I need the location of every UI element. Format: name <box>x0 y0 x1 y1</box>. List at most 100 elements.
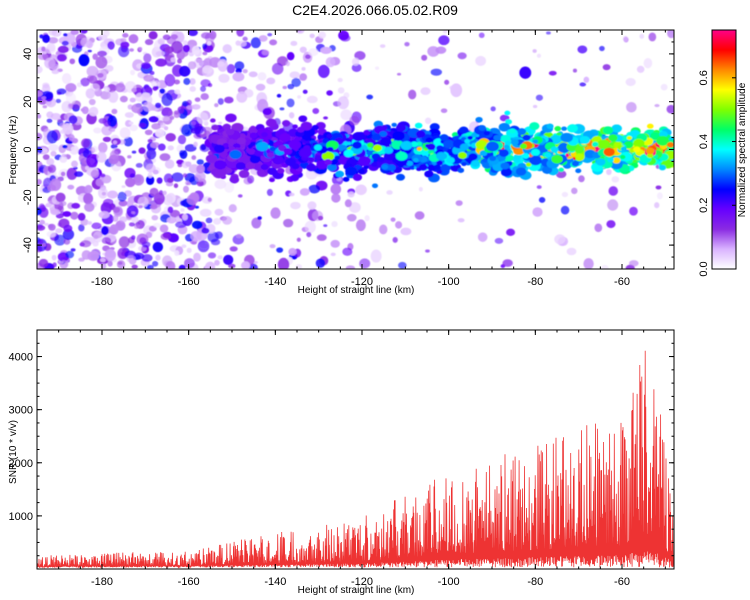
spectrogram-speckle <box>194 126 204 134</box>
snr-y-tick-label: 3000 <box>9 405 33 417</box>
spectrogram-speckle <box>340 109 352 121</box>
spectrogram-speckle <box>87 221 93 225</box>
spectrogram-speckle <box>583 76 590 83</box>
spectrogram-speckle <box>283 218 294 228</box>
spectrogram-band-blob <box>312 124 319 131</box>
spectrogram-band-blob <box>595 158 606 166</box>
spectrogram-speckle <box>639 33 645 39</box>
spectrogram-speckle <box>190 230 202 242</box>
spectrogram-band-blob <box>656 135 670 146</box>
spectrogram-speckle <box>191 104 201 110</box>
spectrogram-speckle <box>131 235 136 240</box>
spectrogram-band-blob <box>335 170 344 178</box>
spectrogram-speckle <box>37 113 42 119</box>
spectrogram-speckle <box>194 97 201 102</box>
spectrogram-band-blob <box>646 123 654 129</box>
spectrogram-speckle <box>177 106 185 114</box>
colorbar-tick-label: 0.6 <box>698 70 710 85</box>
spectrogram-speckle <box>626 101 637 113</box>
spectrogram-x-ticks: -180 -160 -140 -120 -100 -80 -60 <box>36 30 666 288</box>
spectrogram-band-blob <box>352 173 363 181</box>
spectrogram-speckle <box>398 261 407 269</box>
spectrogram-band-blob <box>470 160 480 167</box>
spectrogram-speckle <box>257 72 267 81</box>
spectrogram-speckle <box>182 40 188 46</box>
spectrogram-speckle <box>77 212 86 221</box>
spectrogram-band-blob <box>409 165 416 170</box>
spectrogram-speckle <box>425 249 430 253</box>
spectrogram-speckle <box>201 227 210 234</box>
spectrogram-speckle <box>420 87 431 95</box>
spectrogram-band-blob <box>607 157 614 163</box>
spectrogram-speckle <box>174 89 181 95</box>
spectrogram-speckle <box>325 56 336 68</box>
spectrogram-band-blob <box>440 164 451 172</box>
spectrogram-speckle <box>494 237 504 244</box>
spectrogram-speckle <box>56 88 67 95</box>
spectrogram-speckle <box>99 173 106 178</box>
spectrogram-speckle <box>57 45 69 54</box>
spectrogram-speckle <box>63 33 68 37</box>
spectrogram-band-blob <box>261 132 268 138</box>
spectrogram-speckle <box>152 86 158 91</box>
spectrogram-speckle <box>37 146 43 154</box>
spectrogram-band-blob <box>352 132 365 142</box>
spectrogram-speckle <box>622 35 629 42</box>
spectrogram-speckle <box>150 141 160 149</box>
spectrogram-speckle <box>81 138 91 148</box>
spectrogram-band-blob <box>620 146 628 152</box>
spectrogram-speckle <box>430 68 443 76</box>
spectrogram-speckle <box>247 175 255 184</box>
spectrogram-speckle <box>191 45 200 55</box>
spectrogram-speckle <box>317 215 324 221</box>
spectrogram-speckle <box>78 224 85 232</box>
spectrogram-band-blob <box>602 126 614 135</box>
spectrogram-speckle <box>648 32 657 42</box>
spectrogram-band-blob <box>459 143 469 151</box>
spectrogram-speckle <box>129 48 134 52</box>
spectrogram-band-blob <box>358 156 371 166</box>
spectrogram-speckle <box>138 122 147 128</box>
spectrogram-speckle <box>267 33 273 37</box>
spectrogram-speckle <box>144 38 154 46</box>
spectrogram-speckle <box>546 31 551 35</box>
colorbar-gradient <box>711 29 737 270</box>
spectrogram-speckle <box>305 54 311 60</box>
spectrogram-speckle <box>42 105 48 109</box>
spectrogram-speckle <box>317 64 330 78</box>
spectrogram-speckle <box>306 95 318 104</box>
spectrogram-band-blob <box>395 151 408 161</box>
spectrogram-x-tick-label: -120 <box>351 276 373 288</box>
spectrogram-band-blob <box>532 139 539 144</box>
spectrogram-band-blob <box>326 133 333 139</box>
spectrogram-speckle <box>50 150 57 157</box>
spectrogram-band-blob <box>334 155 341 161</box>
spectrogram-speckle <box>180 208 185 212</box>
spectrogram-band-blob <box>213 144 225 153</box>
spectrogram-band-blob <box>380 137 392 147</box>
spectrogram-speckle <box>38 239 44 245</box>
spectrogram-speckle <box>139 237 147 244</box>
spectrogram-speckle <box>197 111 209 124</box>
spectrogram-band-blob <box>381 164 389 170</box>
spectrogram-speckle <box>577 45 588 54</box>
spectrogram-band-blob <box>324 158 333 166</box>
spectrogram-band-blob <box>387 164 396 171</box>
spectrogram-band-blob <box>561 126 567 131</box>
spectrogram-speckle <box>165 261 176 269</box>
spectrogram-speckle <box>86 153 98 168</box>
spectrogram-speckle <box>183 185 189 193</box>
spectrogram-speckle <box>100 202 112 214</box>
spectrogram-band-blob <box>433 164 441 170</box>
spectrogram-band-blob <box>282 120 291 127</box>
spectrogram-speckle <box>63 224 73 233</box>
spectrogram-band-blob <box>396 173 405 181</box>
spectrogram-speckle <box>346 214 357 222</box>
spectrogram-speckle <box>148 116 159 123</box>
spectrogram-band-blob <box>515 167 527 176</box>
colorbar-tick-label: 0.4 <box>698 134 710 149</box>
spectrogram-speckle <box>600 264 609 269</box>
spectrogram-band-blob <box>267 167 277 175</box>
spectrogram-band-blob <box>225 128 235 136</box>
spectrogram-band-blob <box>418 163 428 171</box>
